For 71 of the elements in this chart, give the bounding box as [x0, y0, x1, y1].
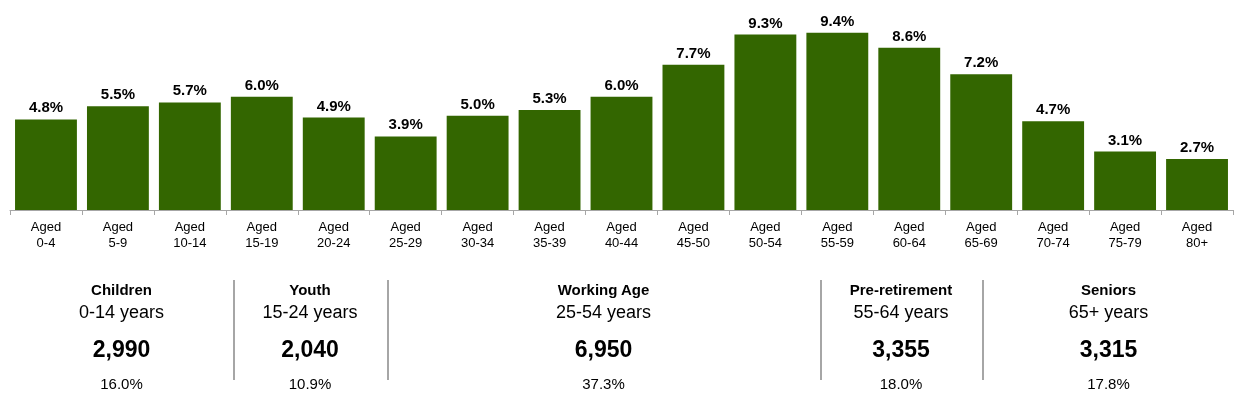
data-label: 8.6%: [892, 26, 927, 44]
text: 3,355: [871, 335, 931, 364]
x-tick-label: Aged 10-14: [173, 218, 207, 250]
x-tick-label: Aged 65-69: [964, 218, 998, 250]
x-tick-label: Aged 5-9: [102, 218, 134, 250]
data-label: 7.2%: [964, 53, 999, 71]
text: 0-14 years: [77, 301, 165, 324]
bar: [950, 74, 1013, 210]
x-tick-label: Aged 55-59: [820, 218, 854, 250]
text: 65+ years: [1067, 301, 1150, 324]
text: 25-54 years: [554, 301, 653, 324]
text: 16.0%: [99, 374, 144, 394]
data-label: 7.7%: [676, 43, 711, 61]
bar: [86, 106, 149, 210]
data-label: 3.1%: [1107, 130, 1143, 148]
data-label: 6.0%: [604, 75, 639, 93]
x-tick-label: Aged 75-79: [1108, 218, 1142, 250]
data-label: 4.9%: [316, 96, 351, 114]
bar: [518, 110, 581, 210]
bar: [230, 96, 293, 210]
bar: [806, 32, 869, 210]
text: 55-64 years: [852, 301, 950, 324]
x-tick-label: Aged 45-50: [676, 218, 711, 250]
data-label: 5.0%: [460, 94, 495, 112]
bar: [1094, 151, 1157, 210]
x-tick-label: Aged 15-19: [245, 218, 279, 250]
data-label: 4.8%: [28, 98, 64, 116]
text: 37.3%: [581, 374, 626, 394]
bar: [734, 34, 797, 210]
text: 15-24 years: [261, 301, 359, 324]
x-tick-label: Aged 80+: [1181, 218, 1213, 250]
data-label: 5.3%: [532, 89, 567, 106]
x-tick-label: Aged 70-74: [1036, 218, 1070, 250]
bar: [446, 115, 509, 210]
x-tick-label: Aged 50-54: [748, 218, 783, 250]
text: Pre-retirement: [848, 280, 954, 300]
text: 10.9%: [287, 374, 333, 394]
bar: [15, 119, 77, 210]
bar: [158, 102, 221, 210]
data-label: 3.9%: [388, 115, 423, 133]
x-tick-label: Aged 0-4: [30, 218, 62, 250]
x-tick-label: Aged 40-44: [604, 218, 639, 250]
x-tick-label: Aged 20-24: [317, 218, 351, 250]
data-label: 2.7%: [1179, 138, 1215, 156]
text: Children: [90, 280, 153, 300]
data-label: 9.4%: [820, 11, 855, 29]
text: Working Age: [556, 280, 651, 300]
data-label: 5.5%: [100, 85, 136, 103]
bar: [662, 64, 725, 210]
data-label: 6.0%: [244, 75, 279, 93]
x-tick-label: Aged 30-34: [460, 218, 495, 250]
bar: [878, 47, 941, 210]
x-tick-label: Aged 25-29: [389, 218, 423, 250]
bar: [590, 96, 653, 210]
data-label: 9.3%: [748, 13, 783, 31]
bar: [374, 136, 437, 210]
text: 2,990: [91, 335, 152, 364]
bar: [1022, 121, 1085, 210]
x-tick-label: Aged 60-64: [892, 218, 926, 250]
text: 6,950: [573, 335, 634, 364]
text: 3,315: [1078, 335, 1139, 364]
bar: [1166, 159, 1228, 210]
x-tick-label: Aged 35-39: [532, 218, 567, 250]
text: 17.8%: [1086, 374, 1131, 394]
text: Seniors: [1080, 280, 1137, 300]
data-label: 4.7%: [1036, 100, 1071, 118]
bar: [302, 117, 365, 210]
text: 18.0%: [878, 374, 924, 394]
text: 2,040: [280, 335, 340, 364]
data-label: 5.7%: [172, 81, 207, 99]
text: Youth: [288, 280, 332, 300]
